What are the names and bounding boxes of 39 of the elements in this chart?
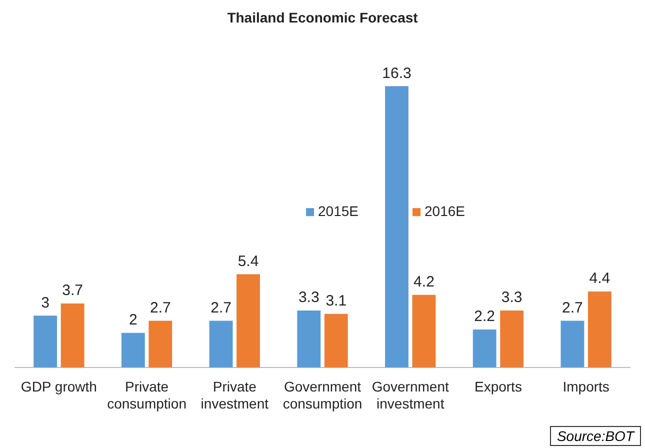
x-tick-label: Private consumption <box>107 378 186 412</box>
data-label: 3 <box>41 294 50 312</box>
bar <box>60 304 84 368</box>
data-label: 2.2 <box>474 308 496 326</box>
legend-label: 2015E <box>318 202 358 219</box>
x-tick-label: Private investment <box>200 378 269 412</box>
bar <box>385 86 408 368</box>
data-label: 16.3 <box>382 64 412 82</box>
data-label: 4.2 <box>414 274 434 291</box>
bar <box>560 320 584 368</box>
bar <box>588 291 612 368</box>
bar <box>236 274 260 368</box>
x-tick-label: GDP growth <box>20 378 97 395</box>
bar <box>412 294 436 368</box>
bar <box>324 314 348 368</box>
x-tick-label: Government consumption <box>282 378 362 412</box>
data-label: 2.7 <box>150 299 171 316</box>
bar <box>121 332 145 368</box>
data-label: 3.7 <box>62 282 83 300</box>
data-label: 5.4 <box>238 252 259 270</box>
chart-title: Thailand Economic Forecast <box>227 9 418 26</box>
x-tick-label: Exports <box>474 378 522 395</box>
bar <box>297 310 321 368</box>
x-tick-label: Government investment <box>372 378 449 412</box>
data-label: 3.1 <box>326 292 347 310</box>
data-label: 3.3 <box>501 289 522 306</box>
data-label: 3.3 <box>298 289 320 306</box>
data-label: 4.4 <box>589 270 610 288</box>
data-label: 2 <box>128 312 138 329</box>
data-label: 2.7 <box>210 299 232 316</box>
data-label: 2.7 <box>562 299 583 316</box>
x-tick-label: Imports <box>562 378 610 395</box>
bar <box>472 329 496 368</box>
bar <box>500 310 524 368</box>
bar <box>34 316 58 368</box>
bar <box>209 320 233 368</box>
legend-label: 2016E <box>424 202 465 219</box>
bar <box>148 320 172 368</box>
source-note: Source:BOT <box>550 426 641 446</box>
